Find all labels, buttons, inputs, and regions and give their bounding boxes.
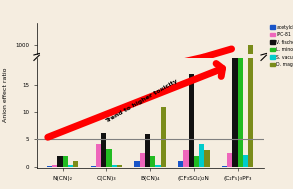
Text: Anion effect ratio: Anion effect ratio — [3, 67, 8, 122]
Bar — [91, 166, 96, 167]
Bar — [134, 161, 140, 167]
Bar — [205, 150, 210, 167]
Bar — [238, 180, 243, 189]
Bar — [155, 165, 161, 167]
Bar — [101, 133, 106, 167]
Bar — [145, 134, 150, 167]
Bar — [106, 149, 112, 167]
Bar — [232, 126, 238, 189]
Bar — [194, 156, 199, 167]
Bar — [112, 165, 117, 167]
Bar — [140, 153, 145, 167]
Bar — [68, 165, 73, 167]
Bar — [150, 156, 155, 167]
Bar — [178, 161, 183, 167]
Bar — [222, 166, 227, 167]
Bar — [227, 153, 232, 167]
Bar — [199, 144, 205, 167]
Bar — [52, 166, 57, 167]
Bar — [232, 0, 238, 167]
Bar — [161, 107, 166, 167]
Bar — [96, 144, 101, 167]
Bar — [73, 161, 79, 167]
Text: Trend to higher toxicity: Trend to higher toxicity — [104, 78, 178, 124]
Bar — [238, 0, 243, 167]
Bar — [243, 155, 248, 167]
Bar — [183, 150, 189, 167]
Bar — [57, 156, 63, 167]
Bar — [248, 45, 253, 189]
Bar — [47, 166, 52, 167]
Bar — [117, 165, 122, 167]
Legend: acetylcholinesterase, IPC-81, V. fischeri, L. minor, S. vacuolatus, D. magna: acetylcholinesterase, IPC-81, V. fischer… — [268, 23, 293, 69]
Bar — [63, 156, 68, 167]
Bar — [189, 74, 194, 167]
Bar — [248, 0, 253, 167]
